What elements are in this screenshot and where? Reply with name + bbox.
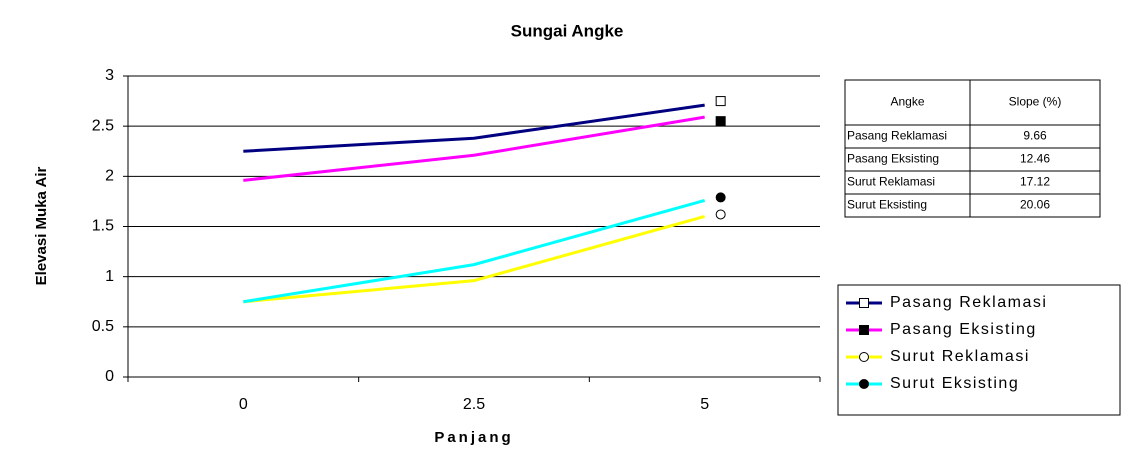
y-tick-label: 0.5: [92, 318, 114, 335]
x-tick-label: 2.5: [463, 396, 485, 413]
legend-label: Pasang Eksisting: [890, 321, 1037, 338]
y-tick-label: 0: [105, 368, 114, 385]
table-cell: 20.06: [1020, 198, 1050, 212]
legend-marker: [859, 352, 869, 362]
series-marker: [715, 192, 726, 203]
chart-title: Sungai Angke: [511, 21, 624, 40]
y-tick-label: 1: [105, 268, 114, 285]
table-cell: Surut Reklamasi: [847, 175, 935, 189]
y-axis-label: Elevasi Muka Air: [33, 167, 50, 286]
series-marker: [715, 116, 726, 127]
table-header: Angke: [890, 95, 924, 109]
table-cell: 9.66: [1023, 129, 1047, 143]
series-marker: [715, 209, 726, 220]
series-marker: [715, 96, 726, 107]
table-cell: Pasang Reklamasi: [847, 129, 947, 143]
table-cell: 12.46: [1020, 152, 1050, 166]
legend-marker: [859, 325, 869, 335]
x-tick-label: 5: [700, 396, 709, 413]
legend-label: Surut Eksisting: [890, 375, 1019, 392]
series-line: [243, 198, 706, 304]
legend-box: [837, 284, 1121, 416]
legend-label: Pasang Reklamasi: [890, 294, 1047, 311]
table-cell: Pasang Eksisting: [847, 152, 939, 166]
x-tick-label: 0: [239, 396, 248, 413]
series-line: [243, 215, 706, 304]
series-line: [243, 115, 705, 182]
y-tick-label: 2: [105, 168, 114, 185]
table-cell: Surut Eksisting: [847, 198, 927, 212]
legend-marker: [859, 379, 869, 389]
series-line: [243, 103, 705, 153]
table-header: Slope (%): [1009, 95, 1062, 109]
x-axis-label: Panjang: [434, 429, 513, 446]
y-tick-label: 3: [105, 67, 114, 84]
y-tick-label: 1.5: [92, 218, 114, 235]
table-cell: 17.12: [1020, 175, 1050, 189]
legend-label: Surut Reklamasi: [890, 348, 1030, 365]
y-tick-label: 2.5: [92, 117, 114, 134]
legend-marker: [859, 298, 869, 308]
